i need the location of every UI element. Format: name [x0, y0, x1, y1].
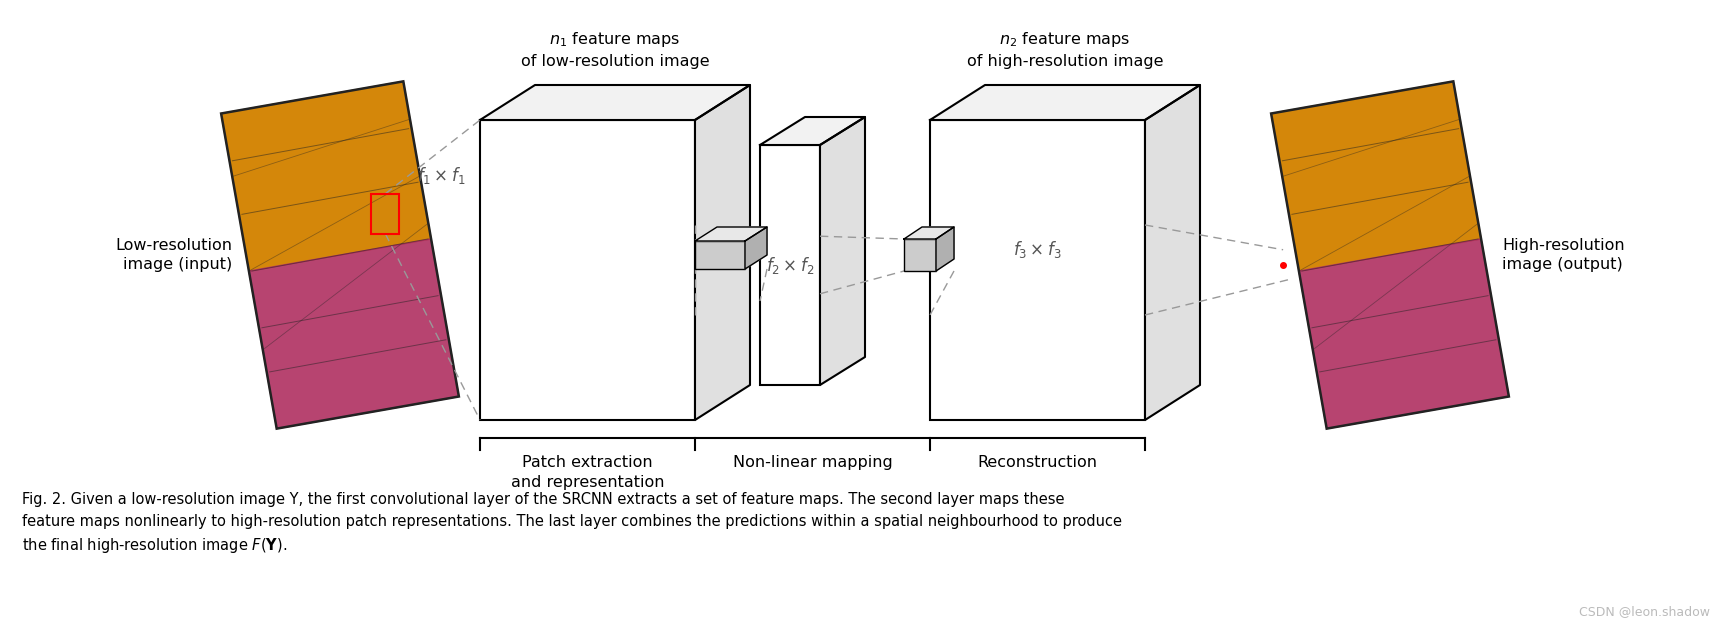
- Polygon shape: [745, 227, 768, 269]
- Text: $f_2 \times f_2$: $f_2 \times f_2$: [766, 255, 814, 275]
- Text: $f_3 \times f_3$: $f_3 \times f_3$: [1013, 240, 1062, 260]
- Text: $n_2$ feature maps
of high-resolution image: $n_2$ feature maps of high-resolution im…: [967, 30, 1164, 69]
- Bar: [695, 241, 745, 269]
- Polygon shape: [935, 227, 954, 271]
- Text: Fig. 2. Given a low-resolution image Y, the first convolutional layer of the SRC: Fig. 2. Given a low-resolution image Y, …: [22, 492, 1065, 507]
- Polygon shape: [761, 117, 864, 145]
- Text: High-resolution
image (output): High-resolution image (output): [1503, 238, 1625, 272]
- Text: Non-linear mapping: Non-linear mapping: [733, 455, 892, 470]
- Polygon shape: [1271, 82, 1482, 271]
- Bar: [372, 194, 399, 234]
- Text: Low-resolution
image (input): Low-resolution image (input): [116, 238, 232, 272]
- Polygon shape: [820, 117, 864, 385]
- Text: $n_1$ feature maps
of low-resolution image: $n_1$ feature maps of low-resolution ima…: [520, 30, 709, 69]
- Polygon shape: [481, 85, 750, 120]
- Polygon shape: [695, 227, 768, 241]
- Text: Patch extraction
and representation: Patch extraction and representation: [510, 455, 664, 490]
- Bar: [481, 120, 695, 420]
- Polygon shape: [930, 85, 1200, 120]
- Polygon shape: [1298, 239, 1509, 429]
- Bar: [930, 120, 1145, 420]
- Bar: [761, 145, 820, 385]
- Polygon shape: [904, 227, 954, 239]
- Text: the final high-resolution image $F$($\mathbf{Y}$).: the final high-resolution image $F$($\ma…: [22, 536, 287, 555]
- Bar: [904, 239, 935, 271]
- Text: $f_1 \times f_1$: $f_1 \times f_1$: [417, 164, 465, 186]
- Text: CSDN @leon.shadow: CSDN @leon.shadow: [1579, 605, 1710, 618]
- Text: Reconstruction: Reconstruction: [977, 455, 1098, 470]
- Polygon shape: [221, 82, 431, 271]
- Polygon shape: [695, 85, 750, 420]
- Text: feature maps nonlinearly to high-resolution patch representations. The last laye: feature maps nonlinearly to high-resolut…: [22, 514, 1122, 529]
- Polygon shape: [249, 239, 458, 429]
- Polygon shape: [1145, 85, 1200, 420]
